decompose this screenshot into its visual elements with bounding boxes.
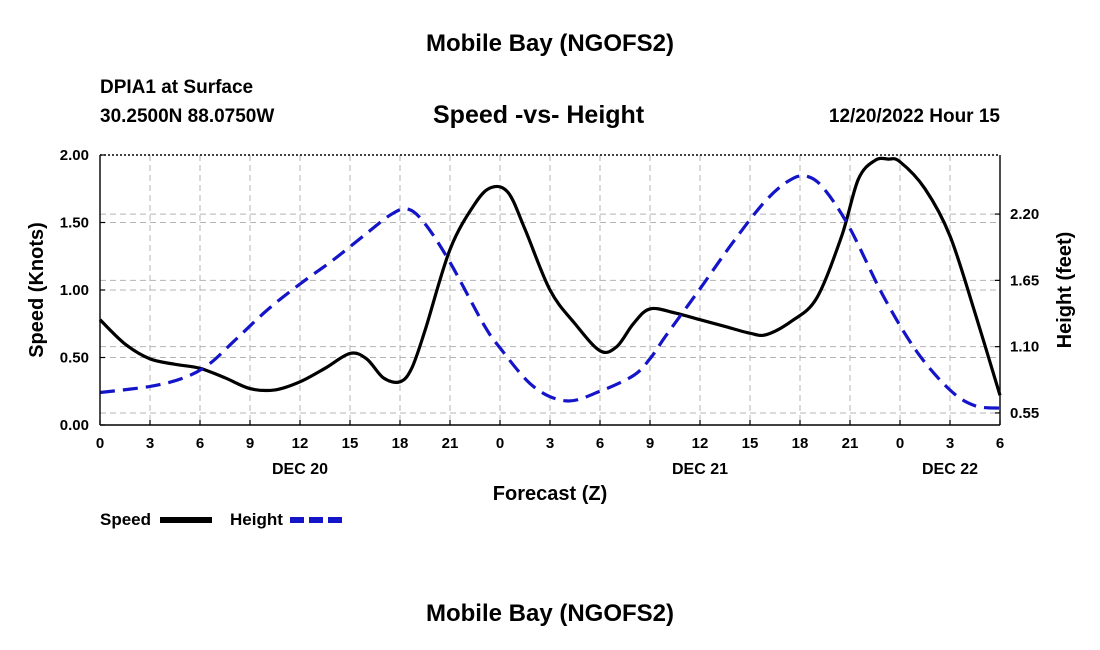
x-date-label: DEC 20 xyxy=(272,461,328,478)
y-right-tick-label: 2.20 xyxy=(1010,206,1039,223)
chart-main-title: Mobile Bay (NGOFS2) xyxy=(425,30,675,57)
station-name: DPIA1 at Surface xyxy=(100,77,254,98)
x-tick-label: 0 xyxy=(496,435,504,452)
chart-bottom-title: Mobile Bay (NGOFS2) xyxy=(425,600,675,627)
y-axis-left-label: Speed (Knots) xyxy=(26,222,48,358)
x-tick-label: 3 xyxy=(546,435,554,452)
y-left-tick-label: 1.50 xyxy=(60,215,89,232)
x-tick-label: 9 xyxy=(246,435,254,452)
y-right-tick-label: 1.10 xyxy=(1010,339,1039,356)
y-left-tick-label: 0.00 xyxy=(60,417,89,434)
x-tick-label: 21 xyxy=(442,435,459,452)
x-tick-label: 9 xyxy=(646,435,654,452)
x-axis-label: Forecast (Z) xyxy=(493,483,607,505)
x-tick-label: 0 xyxy=(96,435,104,452)
x-tick-label: 0 xyxy=(896,435,904,452)
station-coordinates: 30.2500N 88.0750W xyxy=(100,106,275,127)
x-tick-label: 15 xyxy=(742,435,759,452)
forecast-timestamp: 12/20/2022 Hour 15 xyxy=(828,106,1000,127)
legend: Speed Height xyxy=(100,510,342,529)
x-tick-label: 3 xyxy=(146,435,154,452)
y-right-tick-label: 0.55 xyxy=(1010,405,1039,422)
height-series-line xyxy=(99,174,1001,410)
speed-series-line xyxy=(98,156,1002,396)
x-tick-label: 6 xyxy=(996,435,1004,452)
x-tick-label: 12 xyxy=(692,435,709,452)
x-date-label: DEC 22 xyxy=(922,461,978,478)
x-tick-label: 18 xyxy=(792,435,809,452)
y-right-tick-label: 1.65 xyxy=(1010,272,1039,289)
x-tick-label: 6 xyxy=(196,435,204,452)
x-tick-label: 15 xyxy=(342,435,359,452)
x-tick-label: 3 xyxy=(946,435,954,452)
y-axis-right-label: Height (feet) xyxy=(1054,232,1076,349)
legend-speed-label: Speed xyxy=(100,510,151,529)
x-tick-label: 21 xyxy=(842,435,859,452)
legend-height-label: Height xyxy=(230,510,283,529)
y-left-tick-label: 1.00 xyxy=(60,282,89,299)
x-tick-label: 6 xyxy=(596,435,604,452)
grid xyxy=(100,155,1000,425)
axis-ticks: 0 3 6 9 12 15 18 21 0 3 6 9 12 15 18 21 0 3 6 DEC 20 DEC 21 D… xyxy=(60,147,1039,478)
x-tick-label: 18 xyxy=(392,435,409,452)
plot-title: Speed -vs- Height xyxy=(433,101,645,129)
x-tick-label: 12 xyxy=(292,435,309,452)
y-left-tick-label: 2.00 xyxy=(60,147,89,164)
y-left-tick-label: 0.50 xyxy=(60,350,89,367)
x-date-label: DEC 21 xyxy=(672,461,728,478)
series-layer xyxy=(98,156,1002,410)
